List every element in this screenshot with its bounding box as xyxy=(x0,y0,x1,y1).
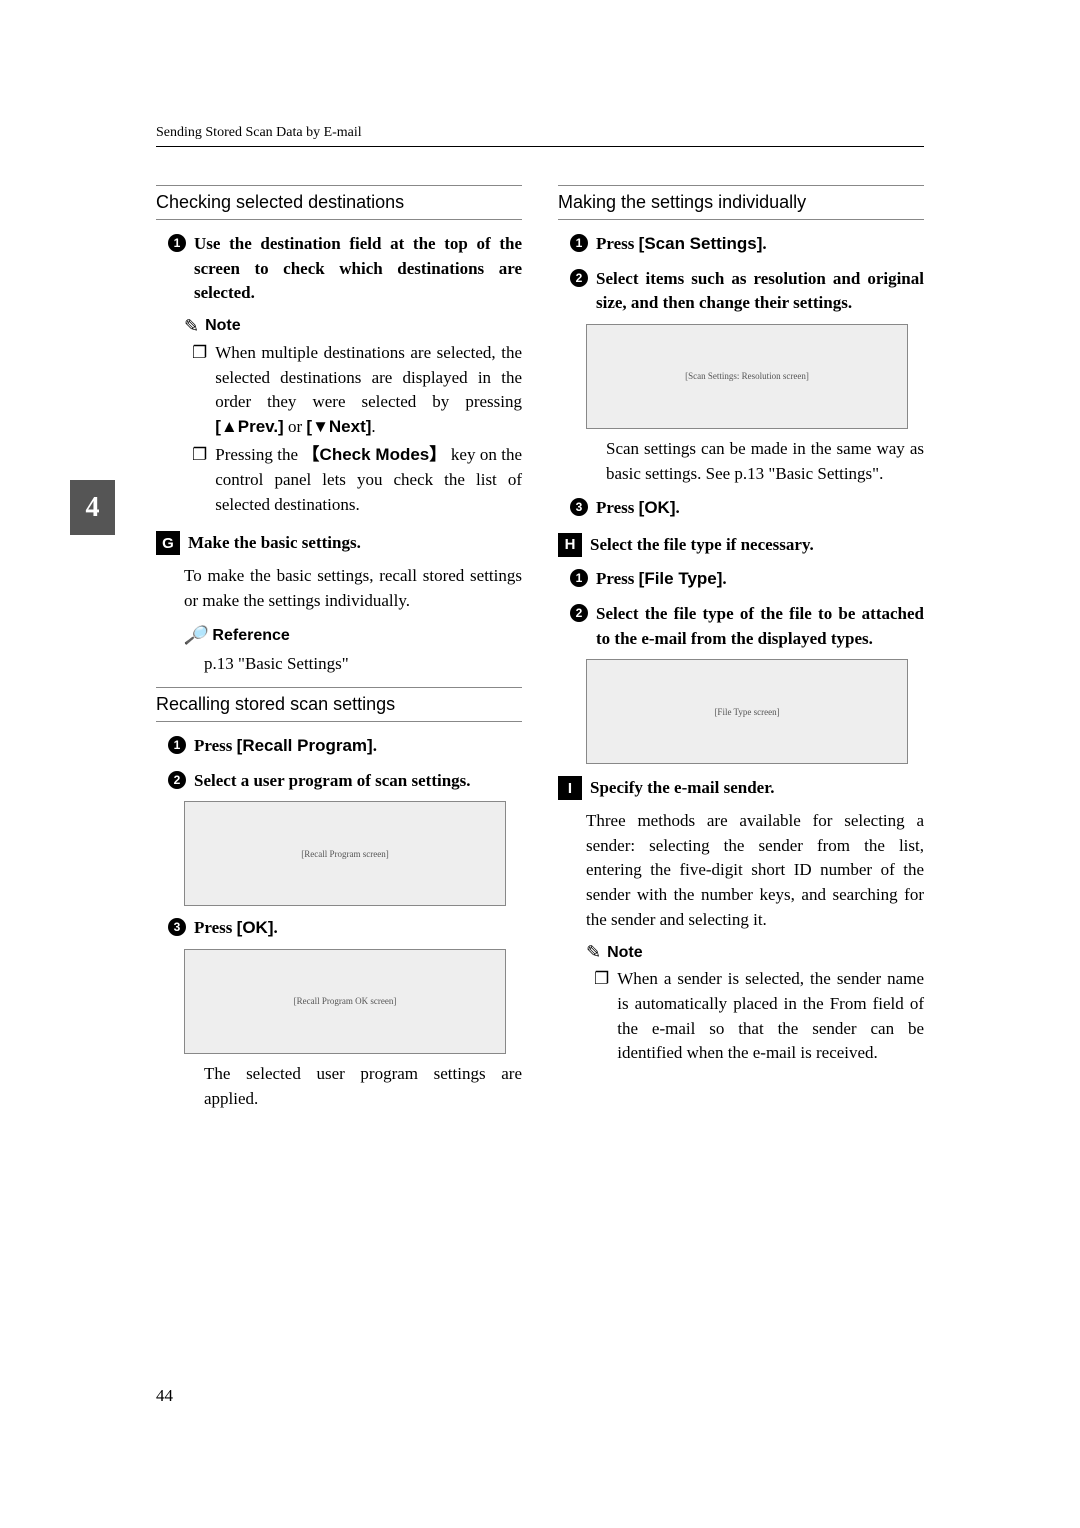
step-recall-2-text: Select a user program of scan settings. xyxy=(194,769,471,794)
step-bullet-2-icon: 2 xyxy=(168,771,186,789)
step-h1-text: Press [File Type]. xyxy=(596,567,727,592)
subsection-checking: Checking selected destinations xyxy=(156,185,522,220)
step-recall-3: 3 Press [OK]. xyxy=(156,916,522,941)
step-h2-text: Select the file type of the file to be a… xyxy=(596,602,924,651)
step-i-text: Specify the e-mail sender. xyxy=(590,776,774,801)
step-g: G Make the basic settings. xyxy=(156,531,522,556)
step-ind-2-text: Select items such as resolution and orig… xyxy=(596,267,924,316)
note-bullet-1-text: When multiple destinations are selected,… xyxy=(215,341,522,440)
screenshot-recall-program: [Recall Program screen] xyxy=(184,801,506,906)
note-bullet-1: ❐ When multiple destinations are selecte… xyxy=(192,341,522,440)
note-bullet-2-text: Pressing the 【Check Modes】 key on the co… xyxy=(215,443,522,517)
note-bullet-r1-text: When a sender is selected, the sender na… xyxy=(617,967,924,1066)
magnifier-icon: 🔎 xyxy=(184,625,206,646)
step-h2: 2 Select the file type of the file to be… xyxy=(558,602,924,651)
pencil-icon: ✎ xyxy=(586,942,601,963)
step-bullet-2-icon: 2 xyxy=(570,269,588,287)
left-column: Checking selected destinations 1 Use the… xyxy=(156,175,522,1117)
note-bullet-r1: ❐ When a sender is selected, the sender … xyxy=(594,967,924,1066)
step-h-icon: H xyxy=(558,533,582,557)
screenshot-recall-ok: [Recall Program OK screen] xyxy=(184,949,506,1054)
bullet-icon: ❐ xyxy=(192,341,207,440)
step-g-icon: G xyxy=(156,531,180,555)
note-bullet-2: ❐ Pressing the 【Check Modes】 key on the … xyxy=(192,443,522,517)
step-bullet-1-icon: 1 xyxy=(168,234,186,252)
step-i: I Specify the e-mail sender. xyxy=(558,776,924,801)
note-heading-r: ✎ Note xyxy=(586,942,924,963)
step-bullet-2-icon: 2 xyxy=(570,604,588,622)
step-ind-3-text: Press [OK]. xyxy=(596,496,680,521)
step-h1: 1 Press [File Type]. xyxy=(558,567,924,592)
step-a1: 1 Use the destination field at the top o… xyxy=(156,232,522,306)
step-ind-1-text: Press [Scan Settings]. xyxy=(596,232,767,257)
page-header: Sending Stored Scan Data by E-mail xyxy=(156,125,924,147)
page-number: 44 xyxy=(156,1386,173,1406)
step-a1-text: Use the destination field at the top of … xyxy=(194,232,522,306)
reference-label: Reference xyxy=(212,627,289,645)
subsection-recall: Recalling stored scan settings xyxy=(156,687,522,722)
right-column: Making the settings individually 1 Press… xyxy=(558,175,924,1117)
note-label: Note xyxy=(205,317,241,335)
pencil-icon: ✎ xyxy=(184,316,199,337)
step-g-text: Make the basic settings. xyxy=(188,531,361,556)
step-ind-2: 2 Select items such as resolution and or… xyxy=(558,267,924,316)
bullet-icon: ❐ xyxy=(192,443,207,517)
step-h: H Select the file type if necessary. xyxy=(558,533,924,558)
step-h-text: Select the file type if necessary. xyxy=(590,533,814,558)
step-recall-1-text: Press [Recall Program]. xyxy=(194,734,377,759)
step-recall-3-text: Press [OK]. xyxy=(194,916,278,941)
note-heading: ✎ Note xyxy=(184,316,522,337)
step-recall-1: 1 Press [Recall Program]. xyxy=(156,734,522,759)
step-ind-1: 1 Press [Scan Settings]. xyxy=(558,232,924,257)
subsection-individual: Making the settings individually xyxy=(558,185,924,220)
page-content: Checking selected destinations 1 Use the… xyxy=(156,175,924,1117)
step-bullet-1-icon: 1 xyxy=(570,569,588,587)
recall-tail-text: The selected user program settings are a… xyxy=(204,1062,522,1111)
bullet-icon: ❐ xyxy=(594,967,609,1066)
screenshot-scan-settings: [Scan Settings: Resolution screen] xyxy=(586,324,908,429)
screenshot-file-type: [File Type screen] xyxy=(586,659,908,764)
step-bullet-3-icon: 3 xyxy=(168,918,186,936)
reference-heading: 🔎 Reference xyxy=(184,625,522,646)
note-label-r: Note xyxy=(607,944,643,962)
step-bullet-1-icon: 1 xyxy=(570,234,588,252)
step-g-body: To make the basic settings, recall store… xyxy=(184,564,522,613)
chapter-tab: 4 xyxy=(70,480,115,535)
step-recall-2: 2 Select a user program of scan settings… xyxy=(156,769,522,794)
reference-text: p.13 "Basic Settings" xyxy=(204,652,522,677)
step-bullet-3-icon: 3 xyxy=(570,498,588,516)
step-i-icon: I xyxy=(558,776,582,800)
step-i-body: Three methods are available for selectin… xyxy=(586,809,924,932)
step-bullet-1-icon: 1 xyxy=(168,736,186,754)
ind-body: Scan settings can be made in the same wa… xyxy=(606,437,924,486)
step-ind-3: 3 Press [OK]. xyxy=(558,496,924,521)
